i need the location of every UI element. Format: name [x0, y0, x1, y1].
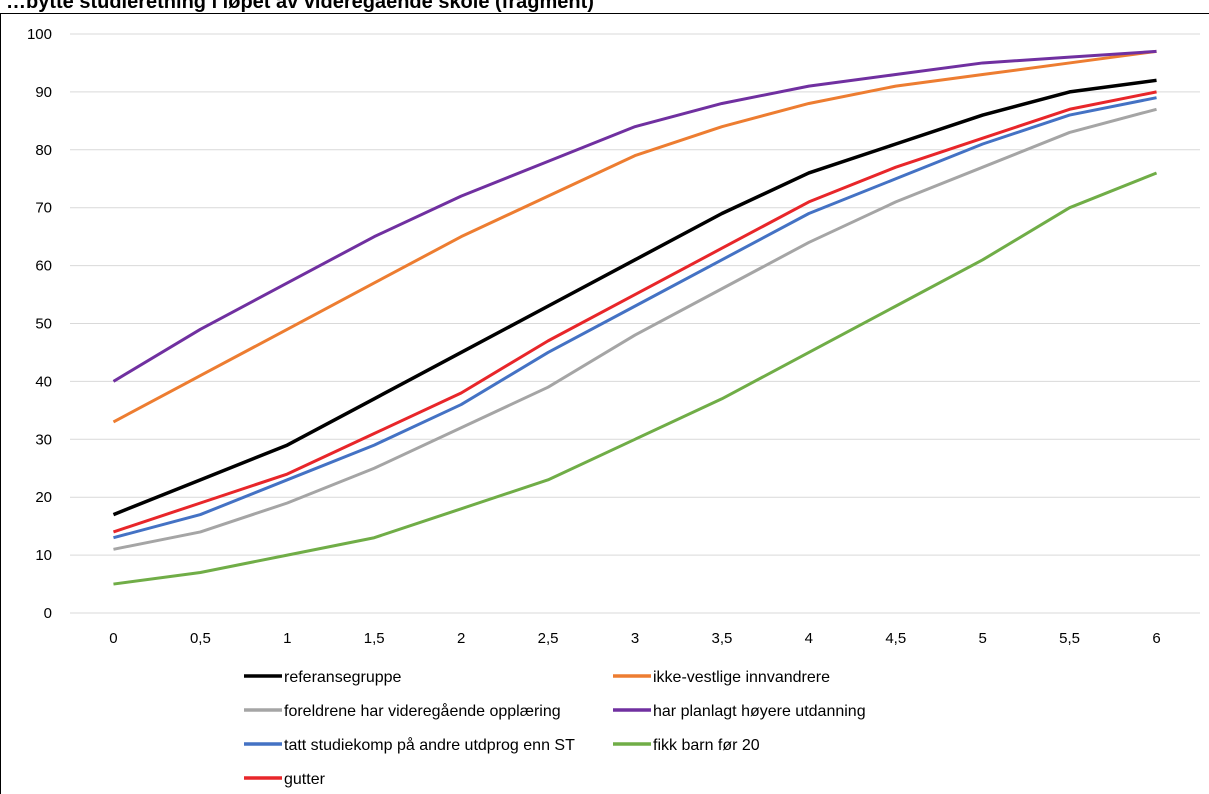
x-tick-label: 4 [805, 630, 813, 647]
legend-label: fikk barn før 20 [653, 737, 760, 754]
legend-item: referansegruppe [244, 669, 402, 686]
x-tick-label: 5 [979, 630, 987, 647]
y-axis-ticks: 0 10 20 30 40 50 60 70 80 90 100 [27, 26, 52, 622]
legend-item: tatt studiekomp på andre utdprog enn ST [244, 736, 575, 754]
chart-title-fragment: …bytte studieretning i løpet av videregå… [6, 0, 594, 13]
legend-item: har planlagt høyere utdanning [613, 703, 866, 720]
y-tick-label: 10 [35, 547, 52, 564]
legend-label: tatt studiekomp på andre utdprog enn ST [284, 736, 575, 754]
legend-label: gutter [284, 771, 326, 788]
y-tick-label: 90 [35, 84, 52, 101]
y-tick-label: 100 [27, 26, 52, 43]
legend-item: ikke-vestlige innvandrere [613, 669, 830, 686]
legend: referansegruppe ikke-vestlige innvandrere… [244, 669, 866, 788]
legend-item: gutter [244, 771, 326, 788]
legend-label: har planlagt høyere utdanning [653, 703, 866, 720]
x-axis-ticks: 0 0,5 1 1,5 2 2,5 3 3,5 4 4,5 5 5,5 6 [109, 630, 1160, 647]
series-line-5 [113, 171, 1158, 586]
series-line-3 [112, 49, 1157, 383]
legend-item: foreldrene har videregående opplæring [244, 702, 561, 720]
y-tick-label: 70 [35, 200, 52, 217]
y-tick-label: 80 [35, 142, 52, 159]
x-tick-label: 2 [457, 630, 465, 647]
x-tick-label: 5,5 [1059, 630, 1080, 647]
x-tick-label: 0 [109, 630, 117, 647]
chart-frame [0, 13, 1209, 794]
series-line-0 [112, 78, 1157, 517]
y-tick-label: 50 [35, 316, 52, 333]
y-tick-label: 30 [35, 431, 52, 448]
x-tick-label: 4,5 [885, 630, 906, 647]
y-tick-label: 40 [35, 373, 52, 390]
x-tick-label: 1,5 [364, 630, 385, 647]
gridlines [70, 33, 1200, 614]
x-tick-label: 6 [1152, 630, 1160, 647]
series-line-6 [112, 90, 1157, 534]
y-tick-label: 0 [44, 605, 52, 622]
x-tick-label: 2,5 [538, 630, 559, 647]
x-tick-label: 0,5 [190, 630, 211, 647]
legend-item: fikk barn før 20 [613, 737, 760, 754]
x-tick-label: 3,5 [711, 630, 732, 647]
legend-label: foreldrene har videregående opplæring [284, 702, 561, 720]
legend-label: referansegruppe [284, 669, 402, 686]
series-line-1 [112, 49, 1157, 424]
y-tick-label: 20 [35, 489, 52, 506]
y-tick-label: 60 [35, 258, 52, 275]
legend-label: ikke-vestlige innvandrere [653, 669, 830, 686]
series-line-4 [113, 96, 1157, 540]
x-tick-label: 3 [631, 630, 639, 647]
series-line-2 [113, 107, 1157, 551]
x-tick-label: 1 [283, 630, 291, 647]
series-lines [112, 49, 1158, 586]
